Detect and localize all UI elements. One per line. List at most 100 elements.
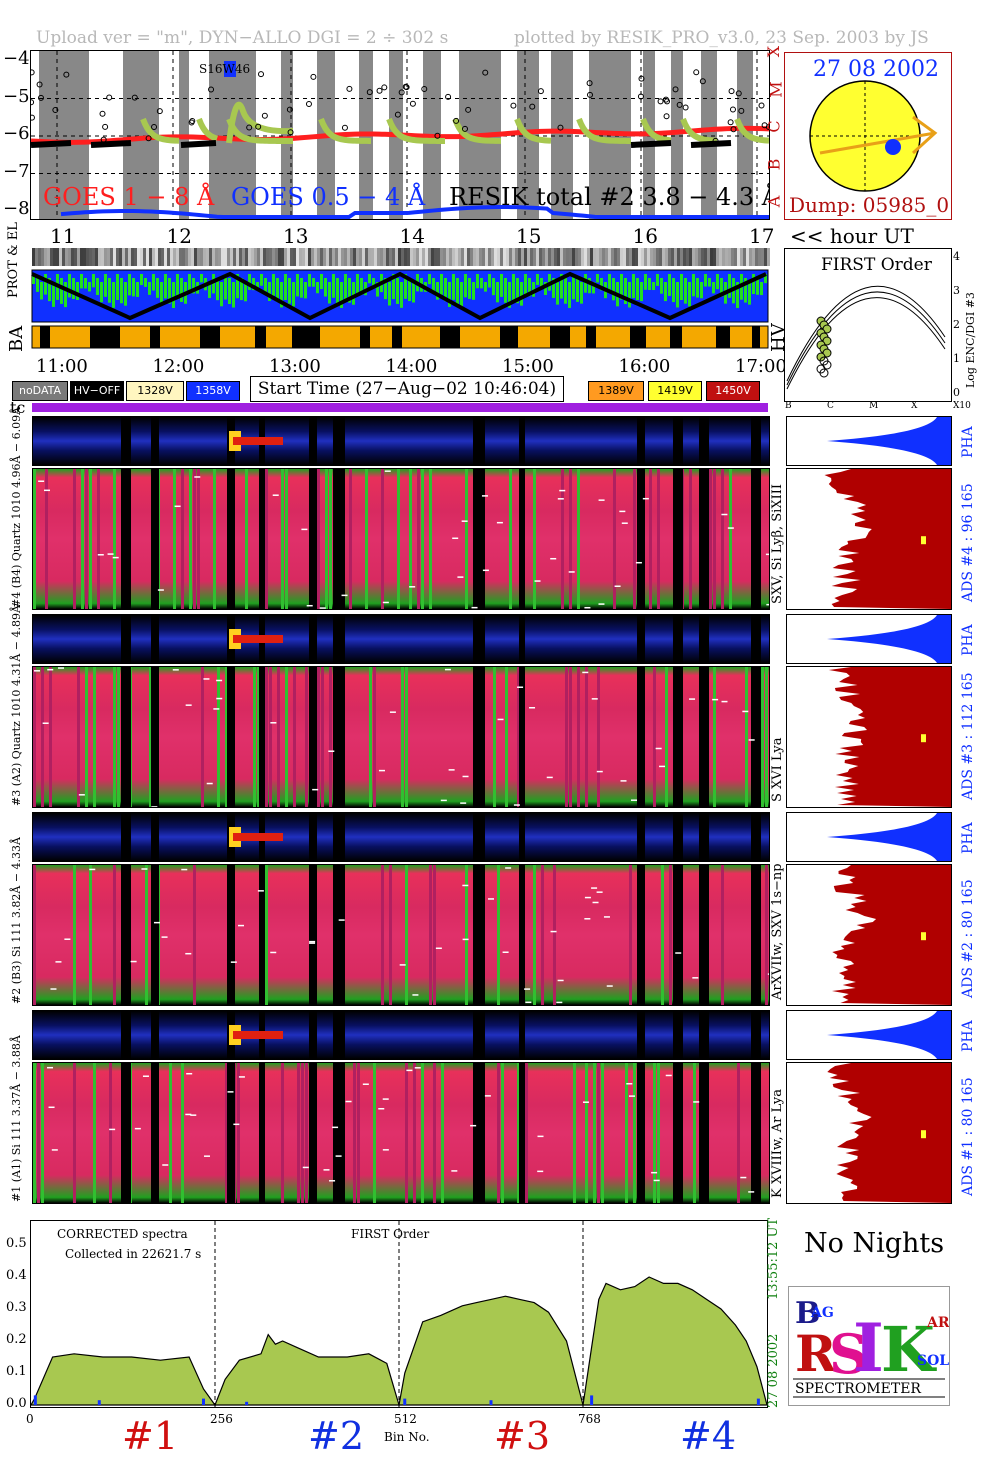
brightness-cell xyxy=(356,248,359,266)
prot-el-cell xyxy=(620,274,623,300)
spectrogram-speck xyxy=(619,510,626,513)
spectrogram-column xyxy=(297,1063,300,1203)
spectrogram-speck xyxy=(742,710,749,713)
spectrogram-speck xyxy=(444,668,451,671)
spectrogram-gap xyxy=(259,469,265,609)
scatter-point xyxy=(421,85,428,92)
spectrogram-speck xyxy=(488,898,495,900)
spectrum-x-tick: 768 xyxy=(578,1412,601,1426)
prot-el-cell xyxy=(60,278,63,304)
prot-el-cell xyxy=(512,274,515,300)
brightness-cell xyxy=(467,248,470,266)
brightness-cell xyxy=(653,248,656,266)
spectrogram-speck xyxy=(496,521,503,524)
resik-series-segment xyxy=(226,117,294,144)
spectrogram-speck xyxy=(97,554,104,556)
spectrogram-speck xyxy=(238,1076,245,1078)
legend-goes-long: GOES 1 − 8 Å xyxy=(43,183,215,211)
scatter-point xyxy=(537,88,544,95)
spectrogram-column xyxy=(625,1063,628,1203)
spectrogram-column xyxy=(237,1063,240,1203)
brightness-cell xyxy=(533,248,536,266)
brightness-cell xyxy=(410,248,413,266)
prot-el-label: PROT & EL xyxy=(6,222,21,298)
scatter-point xyxy=(394,111,401,118)
spectrogram-speck xyxy=(525,1001,532,1004)
prot-el-cell xyxy=(556,282,559,305)
brightness-cell xyxy=(98,248,101,266)
spectrogram-speck xyxy=(592,901,599,904)
dump-id: Dump: 05985_0 xyxy=(789,193,950,217)
prot-el-cell xyxy=(368,274,371,284)
brightness-cell xyxy=(440,248,443,266)
brightness-cell xyxy=(485,248,488,266)
brightness-cell xyxy=(182,248,185,266)
brightness-cell xyxy=(383,248,386,266)
brightness-cell xyxy=(158,248,161,266)
spectrogram-gap xyxy=(151,1063,159,1203)
flare-marker xyxy=(224,61,236,77)
prot-el-cell xyxy=(652,282,655,291)
spectrum-y-tick: 0.1 xyxy=(6,1364,27,1379)
spectrogram-gap xyxy=(227,1063,235,1203)
prot-el-cell xyxy=(316,282,319,294)
pha-gap xyxy=(473,417,485,465)
prot-el-cell xyxy=(744,278,747,303)
spectrogram-speck xyxy=(335,1155,342,1157)
pha-histogram-shape xyxy=(827,417,951,465)
spectrogram-column xyxy=(593,1063,596,1203)
spectrogram-speck xyxy=(51,1149,58,1151)
spectrogram-speck xyxy=(257,890,264,892)
brightness-cell xyxy=(716,248,719,266)
pha-strip-graphic xyxy=(121,417,761,465)
scatter-point xyxy=(510,102,517,109)
scatter-point xyxy=(557,124,564,131)
brightness-cell xyxy=(623,248,626,266)
brightness-cell xyxy=(542,248,545,266)
brightness-cell xyxy=(236,248,239,266)
prot-el-cell xyxy=(596,274,599,283)
spectrogram-speck xyxy=(153,921,160,924)
spectrogram-speck xyxy=(614,585,621,587)
spectrogram-speck xyxy=(203,678,210,680)
pha-gap xyxy=(673,417,683,465)
spectrogram-speck xyxy=(306,604,313,607)
brightness-cell xyxy=(221,248,224,266)
brightness-cell xyxy=(263,248,266,266)
spectrogram-column xyxy=(761,667,764,807)
brightness-cell xyxy=(41,248,44,266)
spectrogram-column xyxy=(173,469,176,609)
spectrum-y-tick: 0.4 xyxy=(6,1268,27,1283)
brightness-cell xyxy=(677,248,680,266)
spectrogram-column xyxy=(405,865,408,1005)
hour-tick-bottom: 17:00 xyxy=(735,356,787,377)
scatter-point xyxy=(453,117,460,124)
scatter-point xyxy=(409,100,416,107)
spectrogram-column xyxy=(33,469,36,609)
prot-el-cell xyxy=(628,282,631,308)
spectrogram-graphic xyxy=(33,667,768,807)
brightness-cell xyxy=(86,248,89,266)
spectrum-x-tick: 256 xyxy=(210,1412,233,1426)
brightness-cell xyxy=(536,248,539,266)
spectrogram-gap xyxy=(751,667,761,807)
scatter-point xyxy=(586,91,593,98)
pha-histogram-shape xyxy=(827,615,951,663)
prot-el-cell xyxy=(580,282,583,304)
prot-el-cell xyxy=(640,282,643,302)
prot-el-cell xyxy=(64,282,67,308)
prot-el-cell xyxy=(48,278,51,302)
brightness-cell xyxy=(365,248,368,266)
spectrum-series-3 xyxy=(398,1295,584,1406)
brightness-cell xyxy=(62,248,65,266)
spectrogram-column xyxy=(397,469,400,609)
first-order-x-tick: X10 xyxy=(953,401,971,411)
ba-gap xyxy=(255,326,266,348)
spectrogram-speck xyxy=(190,1114,197,1116)
brightness-cell xyxy=(281,248,284,266)
spectrum-x-tick: 512 xyxy=(394,1412,417,1426)
brightness-cell xyxy=(416,248,419,266)
spectrogram-speck xyxy=(194,476,201,478)
logo-letter: B xyxy=(795,1296,820,1331)
spectrogram-column xyxy=(217,667,220,807)
